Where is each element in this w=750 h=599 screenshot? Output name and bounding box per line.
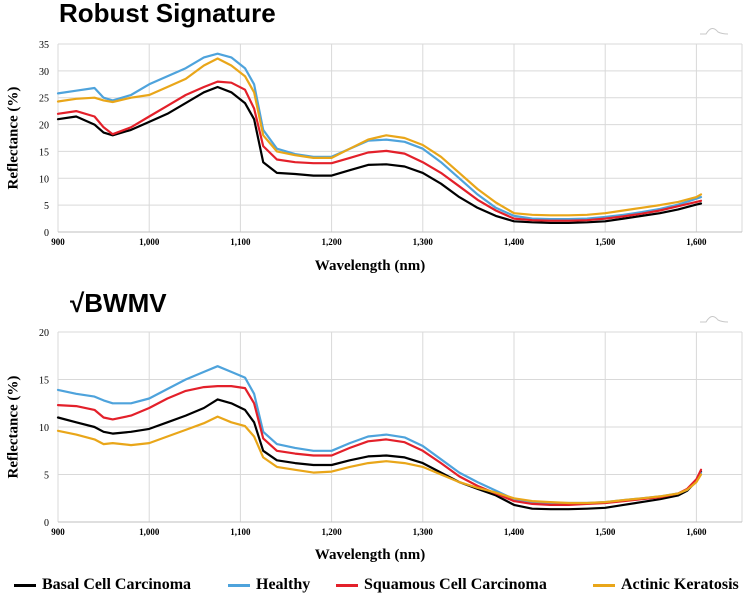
chart-2-title: √BWMV: [70, 288, 167, 318]
chart-2-xtick-6: 1,500: [595, 527, 616, 537]
chart-2-ytick-0: 0: [44, 518, 49, 529]
chart-1-ytick-1: 5: [44, 201, 49, 212]
chart-1-ytick-0: 0: [44, 228, 49, 239]
chart-1-line-actinic-keratosis: [56, 57, 703, 217]
chart-2-ytick-3: 15: [39, 376, 49, 387]
chart-2-x-axis-label: Wavelength (nm): [315, 547, 425, 563]
chart-2-y-axis-label: Reflectance (%): [5, 376, 21, 479]
chart-1-xtick-2: 1,100: [230, 237, 251, 247]
legend-swatch-basal: [14, 583, 36, 587]
legend-label-healthy: Healthy: [256, 576, 311, 593]
chart-1-thumbnail-icon: [700, 28, 729, 35]
chart-2-line-squamous-cell-carcinoma: [56, 385, 703, 506]
chart-2-ytick-1: 5: [44, 471, 49, 482]
chart-1-xtick-6: 1,500: [595, 237, 616, 247]
chart-2-xtick-4: 1,300: [413, 527, 434, 537]
charts-canvas: 0 5 10 15 20 25 30 35 900 1,000 1,100 1,200 1,300 1,4…: [5, 28, 743, 563]
chart-1-line-squamous-cell-carcinoma: [56, 80, 703, 222]
chart-2-xtick-5: 1,400: [504, 527, 525, 537]
chart-1-xtick-5: 1,400: [504, 237, 525, 247]
chart-1-line-basal-cell-carcinoma: [56, 85, 703, 224]
chart-1-ytick-6: 30: [39, 67, 49, 78]
chart-1-title: Robust Signature: [59, 0, 276, 28]
chart-1-x-axis-label: Wavelength (nm): [315, 258, 425, 274]
chart-1-ytick-5: 25: [39, 94, 49, 105]
chart-1-ytick-7: 35: [39, 40, 49, 51]
chart-2-xtick-1: 1,000: [139, 527, 160, 537]
legend-swatch-healthy: [228, 583, 250, 587]
legend-item-actinic: Actinic Keratosis: [593, 576, 739, 594]
chart-2-xtick-3: 1,200: [321, 527, 342, 537]
legend-label-squamous: Squamous Cell Carcinoma: [364, 576, 547, 593]
chart-2-xtick-7: 1,600: [686, 527, 707, 537]
chart-2-xtick-0: 900: [51, 527, 65, 537]
legend-label-basal: Basal Cell Carcinoma: [42, 576, 192, 593]
chart-1-xtick-0: 900: [51, 237, 65, 247]
chart-1-xtick-4: 1,300: [413, 237, 434, 247]
legend: Basal Cell Carcinoma Healthy Squamous Ce…: [0, 576, 750, 598]
chart-2-ytick-4: 20: [39, 328, 49, 339]
chart-1-ytick-4: 20: [39, 121, 49, 132]
chart-1-y-axis-label: Reflectance (%): [5, 87, 21, 190]
legend-swatch-actinic: [593, 583, 615, 587]
legend-item-basal: Basal Cell Carcinoma: [14, 576, 191, 594]
chart-1-xtick-3: 1,200: [321, 237, 342, 247]
legend-swatch-squamous: [336, 583, 358, 587]
chart-2-ytick-2: 10: [39, 423, 49, 434]
chart-2-thumbnail-icon: [700, 316, 729, 323]
legend-item-squamous: Squamous Cell Carcinoma: [336, 576, 547, 594]
legend-item-healthy: Healthy: [228, 576, 310, 594]
chart-1-ytick-3: 15: [39, 147, 49, 158]
chart-2-xtick-2: 1,100: [230, 527, 251, 537]
chart-1-xtick-7: 1,600: [686, 237, 707, 247]
chart-2-line-healthy: [56, 365, 703, 505]
legend-label-actinic: Actinic Keratosis: [621, 576, 739, 593]
chart-1-ytick-2: 10: [39, 174, 49, 185]
chart-1-xtick-1: 1,000: [139, 237, 160, 247]
chart-2-line-basal-cell-carcinoma: [56, 398, 703, 511]
chart-2-line-actinic-keratosis: [56, 415, 703, 505]
